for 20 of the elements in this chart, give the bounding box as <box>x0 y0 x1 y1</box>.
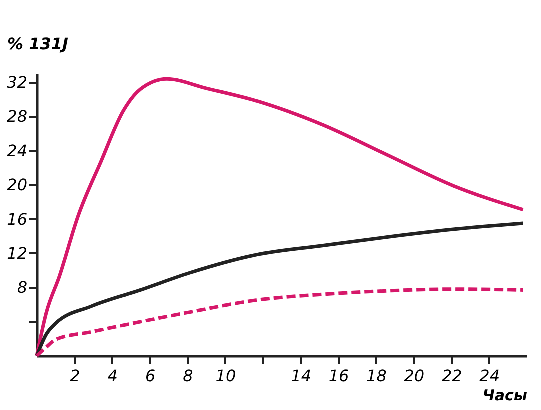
x-tick-label: 10 <box>216 366 236 386</box>
x-tick-label: 6 <box>145 366 156 386</box>
x-tick-label: 20 <box>404 366 425 386</box>
y-tick-label: 28 <box>7 107 28 126</box>
y-tick-label: 24 <box>7 141 28 160</box>
x-tick-label: 4 <box>108 366 118 386</box>
y-axis-title: % 131J <box>8 34 68 54</box>
y-tick-label: 8 <box>17 278 28 298</box>
x-tick-label: 14 <box>291 366 312 386</box>
x-tick-label: 22 <box>442 366 462 386</box>
x-tick-label: 16 <box>328 366 350 386</box>
y-tick-label: 20 <box>7 176 28 195</box>
x-tick-label: 18 <box>366 366 387 386</box>
y-tick-label: 32 <box>7 73 28 92</box>
y-tick-label: 16 <box>7 210 28 229</box>
x-tick-label: 24 <box>480 366 500 386</box>
x-tick-label: 8 <box>183 366 194 386</box>
y-tick-label: 12 <box>7 244 28 263</box>
x-axis-title: Часы <box>482 386 528 404</box>
x-tick-label: 2 <box>70 366 80 386</box>
